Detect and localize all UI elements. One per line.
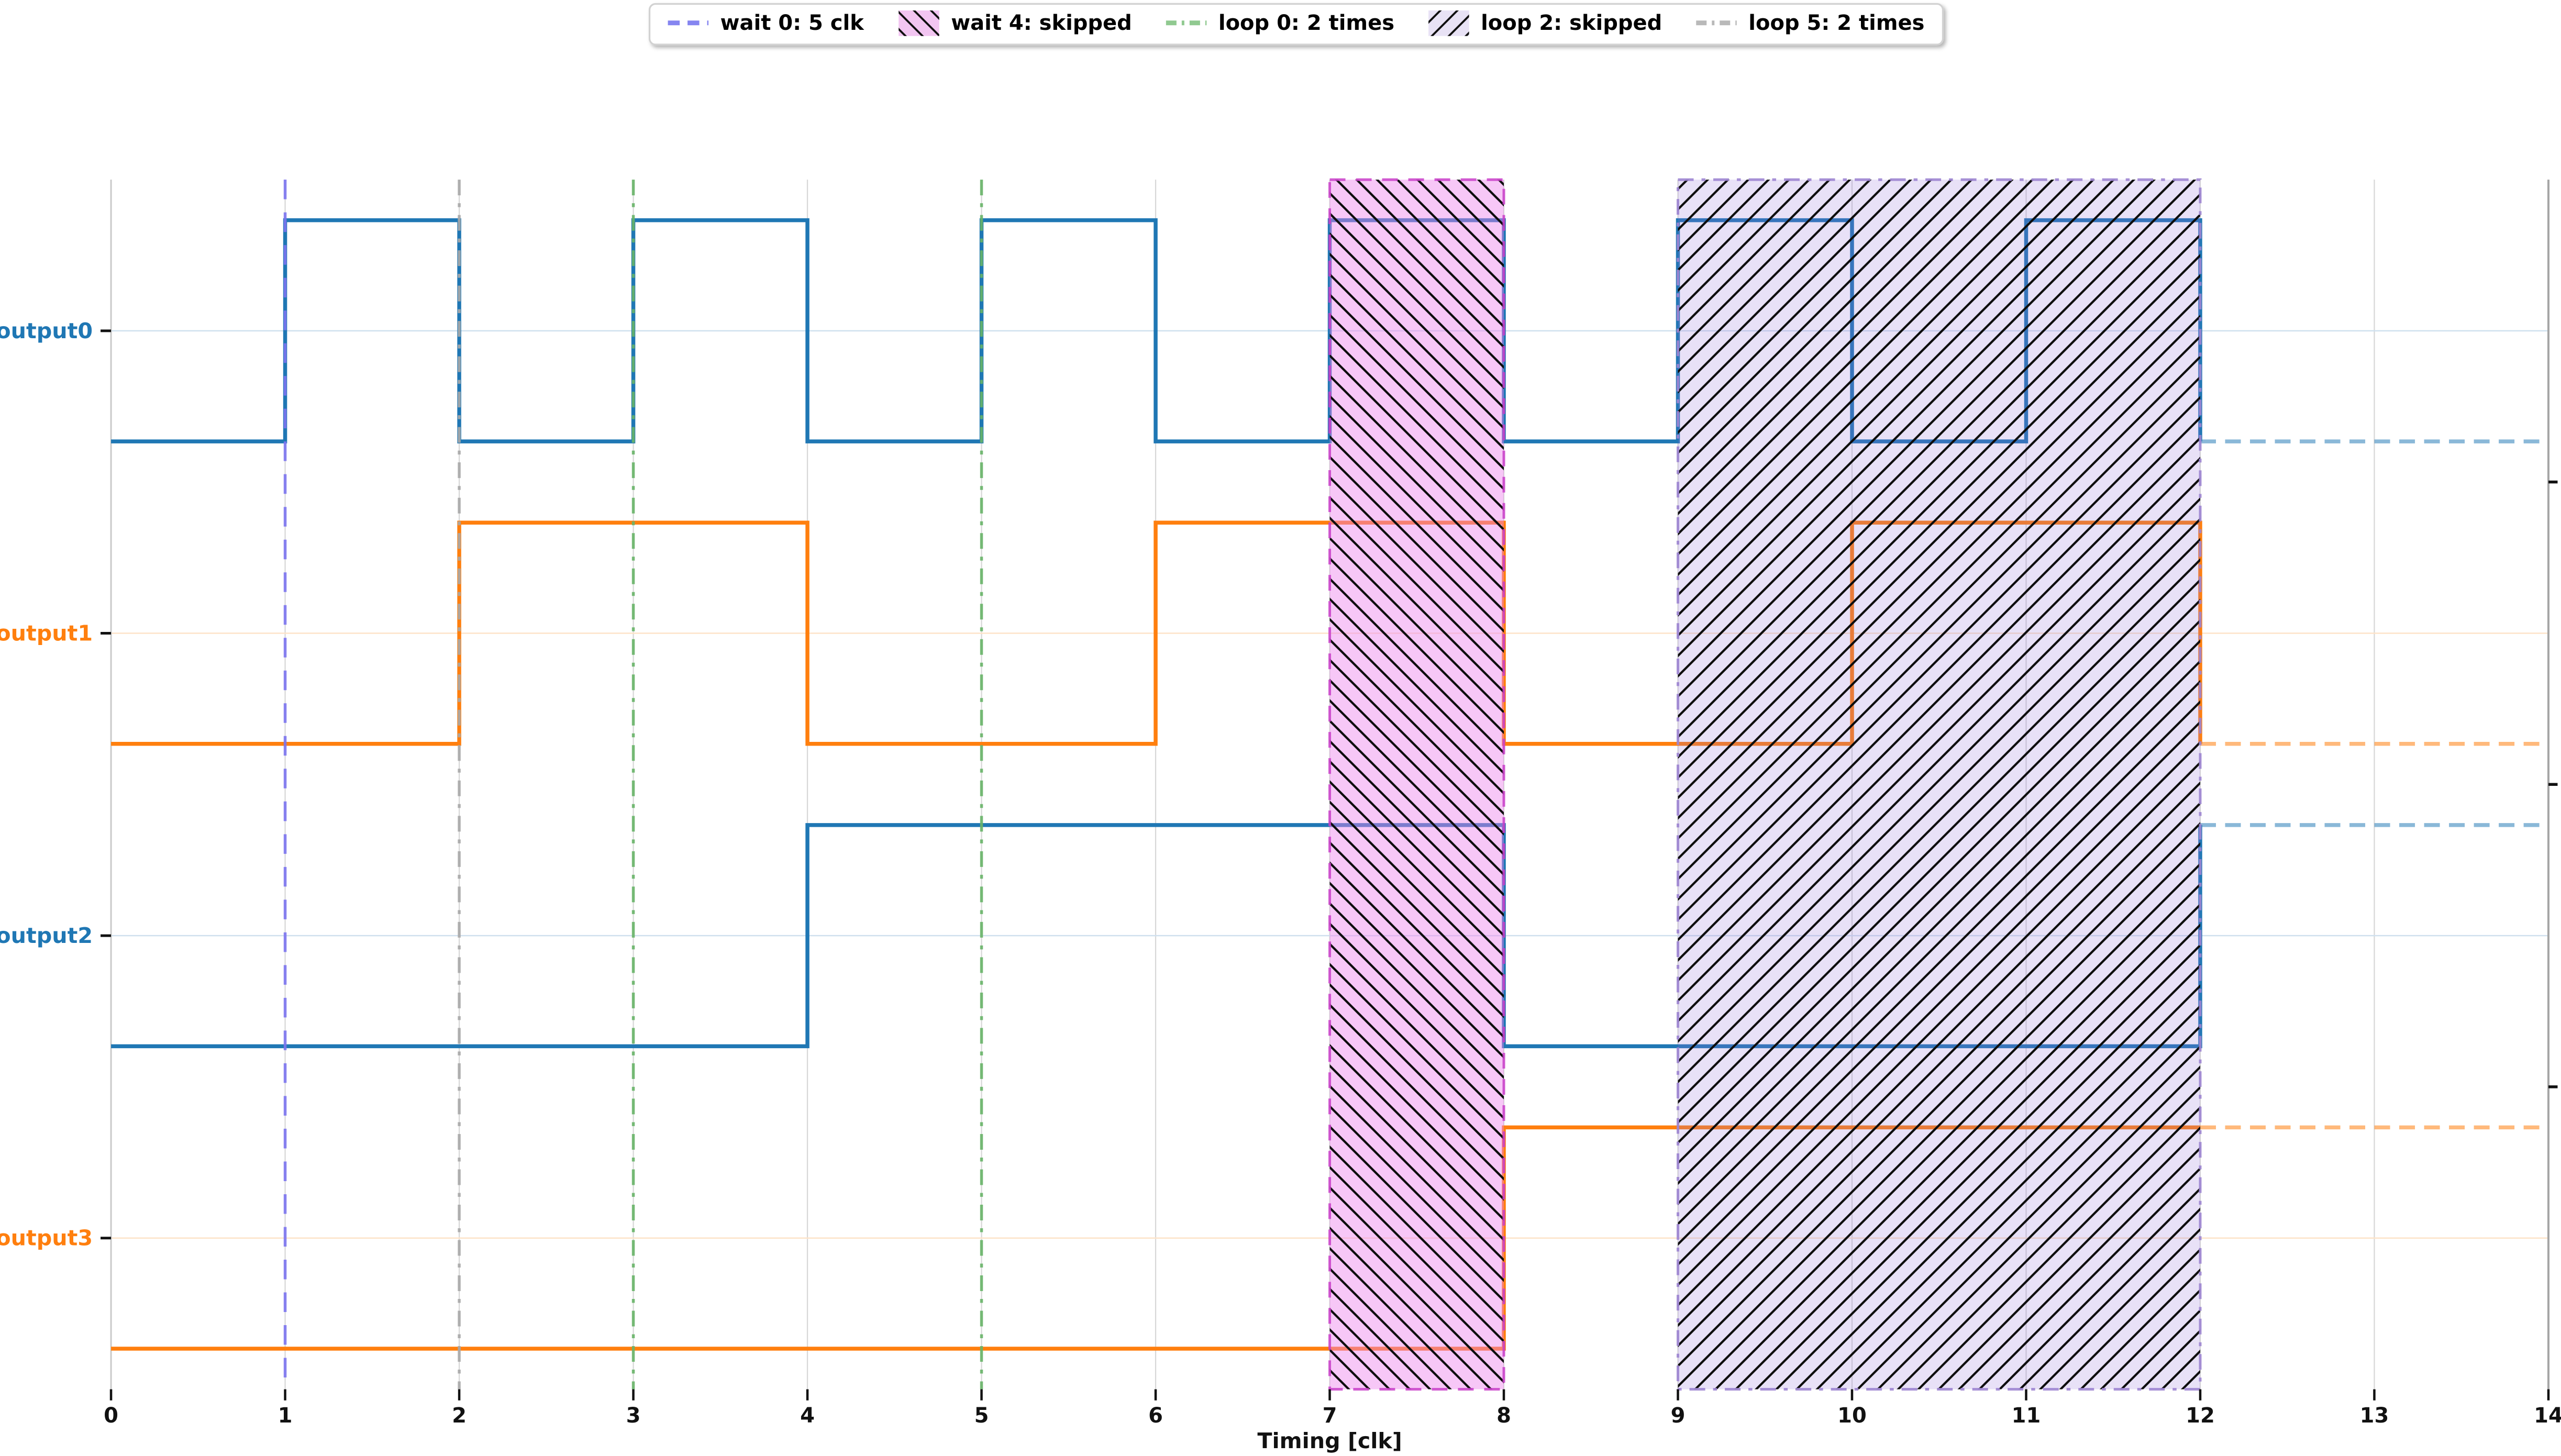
x-tick-label: 4 bbox=[800, 1404, 815, 1428]
x-tick-label: 5 bbox=[974, 1404, 989, 1428]
region-hatch bbox=[1329, 180, 1504, 1390]
x-tick-label: 13 bbox=[2360, 1404, 2389, 1428]
x-tick-label: 14 bbox=[2534, 1404, 2561, 1428]
x-tick-label: 1 bbox=[278, 1404, 293, 1428]
legend-label: loop 5: 2 times bbox=[1748, 11, 1924, 35]
legend-label: loop 0: 2 times bbox=[1218, 11, 1394, 35]
y-tick-label-output2: output2 bbox=[0, 923, 93, 948]
x-tick-label: 2 bbox=[452, 1404, 467, 1428]
x-tick-label: 8 bbox=[1496, 1404, 1511, 1428]
x-tick-label: 9 bbox=[1671, 1404, 1686, 1428]
x-tick-label: 0 bbox=[104, 1404, 118, 1428]
legend-item-0: wait 0: 5 clk bbox=[668, 11, 865, 35]
legend-item-2: loop 0: 2 times bbox=[1166, 11, 1394, 35]
y-tick-label-output0: output0 bbox=[0, 318, 93, 343]
axis-ticks-and-labels: 0 1 2 3 4 5 6 7 8 9 10 11 12 13 14output0output1output… bbox=[0, 318, 2561, 1453]
region-edge bbox=[1328, 178, 1505, 1391]
y-tick-label-output3: output3 bbox=[0, 1226, 93, 1251]
region-hatch bbox=[1678, 180, 2200, 1390]
legend-item-3: loop 2: skipped bbox=[1428, 10, 1662, 36]
legend-item-4: loop 5: 2 times bbox=[1696, 11, 1924, 35]
region-edge bbox=[1677, 178, 2202, 1391]
annotation-vlines bbox=[283, 180, 983, 1390]
axes-spines bbox=[110, 180, 2549, 1390]
x-axis-title: Timing [clk] bbox=[1257, 1428, 1402, 1453]
x-tick-label: 7 bbox=[1323, 1404, 1337, 1428]
x-tick-label: 12 bbox=[2186, 1404, 2215, 1428]
legend-box bbox=[648, 3, 1944, 46]
legend: wait 0: 5 clk wait 4: skipped loop 0: 2 ti… bbox=[648, 3, 1944, 46]
legend-items: wait 0: 5 clk wait 4: skipped loop 0: 2 ti… bbox=[668, 10, 1924, 36]
legend-label: wait 4: skipped bbox=[951, 11, 1132, 35]
x-tick-label: 10 bbox=[1837, 1404, 1867, 1428]
x-tick-label: 11 bbox=[2012, 1404, 2041, 1428]
annotation-regions bbox=[1328, 178, 2202, 1391]
legend-item-1: wait 4: skipped bbox=[899, 10, 1132, 36]
y-tick-label-output1: output1 bbox=[0, 620, 93, 646]
legend-patch-hatch bbox=[1428, 10, 1469, 36]
x-tick-label: 3 bbox=[626, 1404, 641, 1428]
legend-label: wait 0: 5 clk bbox=[720, 11, 865, 35]
x-tick-label: 6 bbox=[1148, 1404, 1163, 1428]
legend-patch-hatch bbox=[899, 10, 939, 36]
legend-label: loop 2: skipped bbox=[1481, 11, 1662, 35]
